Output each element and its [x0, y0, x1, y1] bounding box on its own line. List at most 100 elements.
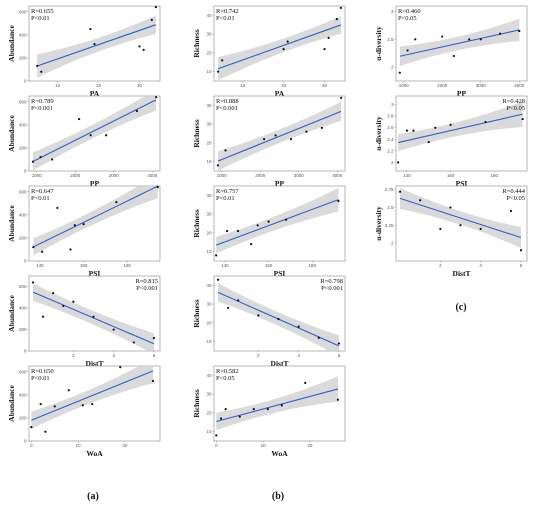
data-point	[337, 199, 340, 203]
data-point	[439, 227, 442, 230]
data-point	[323, 48, 326, 51]
y-axis-label: Richness	[192, 119, 201, 147]
data-point	[216, 278, 220, 281]
data-point	[44, 430, 47, 433]
fit-line	[217, 24, 342, 70]
x-tick-label: 160	[265, 263, 273, 268]
correlation-r: R=0.650	[31, 368, 54, 375]
data-point	[132, 341, 135, 344]
data-point	[31, 281, 35, 284]
p-value: P<0.01	[216, 15, 235, 22]
data-point	[221, 59, 224, 62]
y-tick-label: 600	[19, 9, 27, 14]
y-tick-label: 2	[391, 241, 394, 246]
data-point	[449, 123, 452, 126]
chart-panel-a3: 140 160 180 0 200 400 600 PSI Abundance R=0.647P<…	[7, 185, 161, 278]
x-tick-label: 2000	[70, 173, 81, 178]
chart-panel-c2: 140 160 180 2 2.2 2.4 2.6 2.8 3 PSI α-diversity R=0…	[374, 95, 528, 188]
data-point	[257, 314, 260, 317]
y-tick-label: 30	[206, 212, 212, 217]
data-point	[238, 415, 241, 418]
p-value: P<0.001	[216, 105, 238, 112]
y-tick-label: 400	[19, 212, 27, 217]
p-value: P<0.001	[31, 105, 53, 112]
data-point	[284, 218, 288, 221]
x-tick-label: 20	[307, 443, 313, 448]
x-axis-label: DistT	[453, 269, 471, 278]
y-axis-label: Richness	[192, 389, 201, 417]
data-point	[219, 417, 223, 420]
x-tick-label: 140	[221, 263, 229, 268]
x-tick-label: 2000	[437, 83, 448, 88]
y-tick-label: 20	[206, 230, 212, 235]
data-point	[280, 404, 283, 407]
data-point	[151, 379, 155, 383]
p-value: P<0.001	[136, 285, 158, 292]
x-axis-label: PSI	[274, 269, 286, 278]
data-point	[227, 306, 230, 309]
data-point	[277, 318, 280, 321]
x-tick-label: 180	[308, 263, 316, 268]
data-point	[419, 199, 422, 202]
y-axis-label: Abundance	[7, 24, 16, 61]
data-point	[156, 186, 159, 189]
x-axis-label: PA	[275, 89, 285, 98]
p-value: P<0.001	[321, 285, 343, 292]
y-tick-label: 2.5	[387, 205, 394, 210]
p-value: P<0.01	[31, 15, 50, 22]
correlation-r: R=0.428	[502, 98, 525, 105]
y-tick-label: 0	[24, 439, 27, 444]
x-tick-label: 10	[261, 443, 267, 448]
x-tick-label: 4	[297, 353, 300, 358]
data-point	[521, 117, 524, 121]
x-tick-label: 2	[72, 353, 75, 358]
data-point	[452, 54, 455, 58]
confidence-band	[399, 18, 520, 67]
data-point	[484, 120, 487, 124]
p-value: P<0.01	[31, 375, 50, 382]
data-point	[77, 117, 81, 121]
y-tick-label: 10	[206, 339, 212, 344]
data-point	[224, 149, 227, 152]
y-tick-label: 40	[206, 283, 212, 288]
x-tick-label: 20	[281, 83, 287, 88]
confidence-band	[37, 15, 156, 78]
x-tick-label: 2	[439, 263, 442, 268]
correlation-r: R=0.742	[216, 8, 239, 15]
data-point	[89, 134, 92, 137]
y-tick-label: 10	[206, 159, 212, 164]
column-label-c: (c)	[455, 302, 466, 313]
data-point	[112, 328, 115, 331]
x-tick-label: 30	[137, 83, 143, 88]
x-tick-label: 4000	[147, 173, 158, 178]
x-tick-label: 1000	[217, 173, 228, 178]
y-tick-label: 10	[206, 249, 212, 254]
data-point	[31, 160, 34, 163]
fit-line	[215, 199, 339, 246]
data-point	[427, 141, 430, 144]
y-axis-label: Richness	[192, 209, 201, 237]
data-point	[340, 96, 343, 99]
x-tick-label: 140	[403, 173, 411, 178]
data-point	[69, 248, 72, 251]
x-axis-label: PA	[90, 89, 100, 98]
y-tick-label: 30	[206, 122, 212, 127]
data-point	[89, 27, 92, 31]
y-tick-label: 40	[206, 13, 212, 18]
confidence-band	[398, 101, 523, 152]
data-point	[406, 49, 409, 52]
data-point	[73, 224, 76, 227]
data-point	[267, 220, 270, 223]
y-tick-label: 2.2	[387, 148, 394, 153]
x-tick-label: 6	[153, 353, 156, 358]
x-tick-label: 0	[215, 443, 218, 448]
x-tick-label: 2000	[255, 173, 266, 178]
chart-panel-c1: 1000 2000 3000 4000 2 2.5 3 PP α-diversity R=0.46…	[374, 5, 528, 98]
data-point	[297, 325, 300, 328]
x-axis-label: WoA	[271, 449, 288, 458]
confidence-band	[216, 376, 338, 431]
p-value: P<0.05	[506, 105, 525, 112]
